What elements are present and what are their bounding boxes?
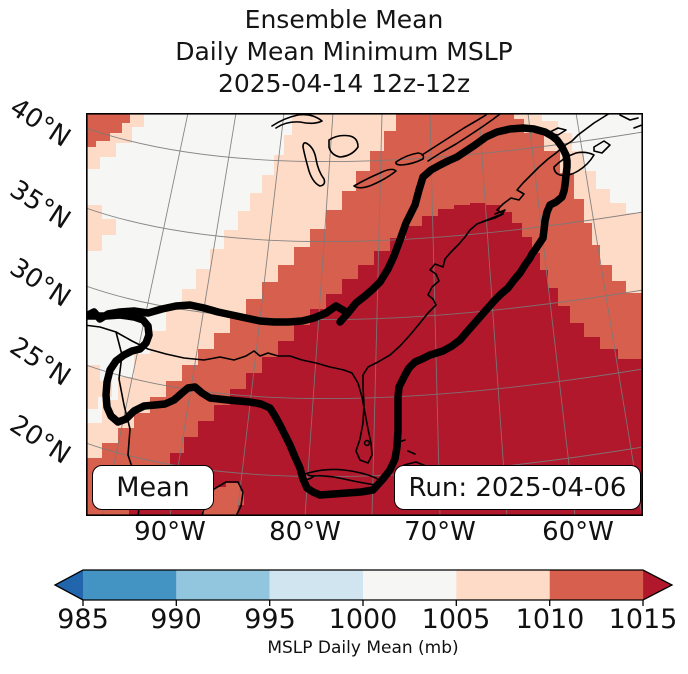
cbtick-1005: 1005 — [421, 604, 491, 635]
lat-label-20n: 20°N — [4, 409, 76, 471]
map-border — [86, 113, 643, 516]
colorbar-ticks-marks — [82, 600, 644, 606]
colorbar — [0, 560, 688, 610]
colorbar-seg-1010-1015 — [549, 570, 644, 600]
lon-label-60w: 60°W — [542, 517, 614, 547]
field-red-corner-blob — [86, 113, 130, 147]
mean-badge: Mean — [92, 465, 214, 510]
colorbar-over-arrow — [643, 570, 672, 600]
colorbar-seg-1005-1010 — [456, 570, 550, 600]
colorbar-label: MSLP Daily Mean (mb) — [267, 638, 459, 658]
field-peach-speckle-2 — [86, 365, 112, 409]
colorbar-seg-1000-1005 — [363, 570, 457, 600]
cbtick-990: 990 — [150, 604, 202, 635]
cbtick-1000: 1000 — [328, 604, 398, 635]
cbtick-1015: 1015 — [608, 604, 678, 635]
colorbar-seg-990-995 — [176, 570, 270, 600]
cbtick-1010: 1010 — [515, 604, 585, 635]
cbtick-985: 985 — [57, 604, 109, 635]
colorbar-under-arrow — [55, 570, 83, 600]
lat-label-30n: 30°N — [4, 252, 76, 314]
lat-label-25n: 25°N — [4, 331, 76, 393]
cbtick-995: 995 — [244, 604, 296, 635]
title-line-3: 2025-04-14 12z-12z — [217, 69, 471, 98]
lon-label-70w: 70°W — [404, 517, 476, 547]
lon-label-90w: 90°W — [134, 517, 206, 547]
thick-contour — [86, 124, 571, 499]
run-badge: Run: 2025-04-06 — [394, 465, 641, 510]
title-line-2: Daily Mean Minimum MSLP — [175, 37, 513, 66]
lat-label-35n: 35°N — [4, 174, 76, 236]
colorbar-seg-995-1000 — [269, 570, 364, 600]
figure-title: Ensemble Mean Daily Mean Minimum MSLP 20… — [0, 4, 688, 100]
colorbar-canvas — [53, 569, 674, 606]
run-badge-text: Run: 2025-04-06 — [408, 472, 627, 503]
map-panel — [86, 113, 643, 516]
field-offwhite-northeast — [520, 113, 643, 213]
field-peach-speckle-1 — [86, 205, 116, 251]
lon-label-80w: 80°W — [269, 517, 341, 547]
map-canvas — [86, 113, 643, 516]
title-line-1: Ensemble Mean — [244, 5, 444, 34]
colorbar-seg-985-990 — [83, 570, 177, 600]
mean-badge-text: Mean — [116, 472, 190, 503]
